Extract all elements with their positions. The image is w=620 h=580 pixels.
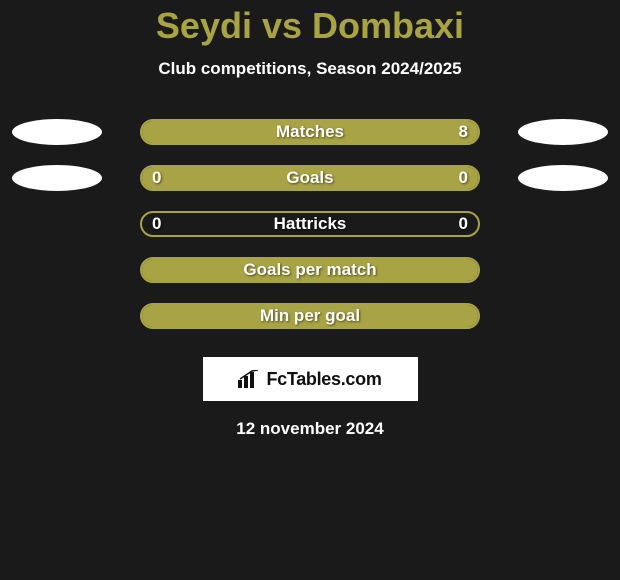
- page-title: Seydi vs Dombaxi: [0, 5, 620, 47]
- player-ellipse-right: [518, 119, 608, 145]
- stat-bar: 0 0 Goals: [140, 165, 480, 191]
- subtitle: Club competitions, Season 2024/2025: [0, 59, 620, 79]
- stat-row: 0 0 Goals: [0, 155, 620, 201]
- stat-row: Min per goal: [0, 293, 620, 339]
- stat-bar: Min per goal: [140, 303, 480, 329]
- stat-value-right: 0: [459, 168, 468, 188]
- stat-value-right: 0: [459, 214, 468, 234]
- player-ellipse-left: [12, 119, 102, 145]
- logo-text: FcTables.com: [266, 369, 381, 390]
- stat-row: 0 0 Hattricks: [0, 201, 620, 247]
- stat-row: 8 Matches: [0, 109, 620, 155]
- player-ellipse-left: [12, 165, 102, 191]
- stat-label: Hattricks: [274, 214, 347, 234]
- chart-icon: [238, 370, 260, 388]
- stats-list: 8 Matches 0 0 Goals 0 0 Hattricks Goals per matc…: [0, 109, 620, 339]
- stat-bar: 8 Matches: [140, 119, 480, 145]
- stat-value-left: 0: [152, 168, 161, 188]
- date-line: 12 november 2024: [0, 419, 620, 439]
- stat-value-right: 8: [459, 122, 468, 142]
- stat-label: Min per goal: [260, 306, 360, 326]
- player-ellipse-right: [518, 165, 608, 191]
- stat-label: Goals per match: [243, 260, 376, 280]
- stat-label: Goals: [286, 168, 333, 188]
- stat-row: Goals per match: [0, 247, 620, 293]
- stat-value-left: 0: [152, 214, 161, 234]
- stat-label: Matches: [276, 122, 344, 142]
- stat-bar: 0 0 Hattricks: [140, 211, 480, 237]
- logo-box: FcTables.com: [203, 357, 418, 401]
- stat-bar: Goals per match: [140, 257, 480, 283]
- container: Seydi vs Dombaxi Club competitions, Seas…: [0, 0, 620, 439]
